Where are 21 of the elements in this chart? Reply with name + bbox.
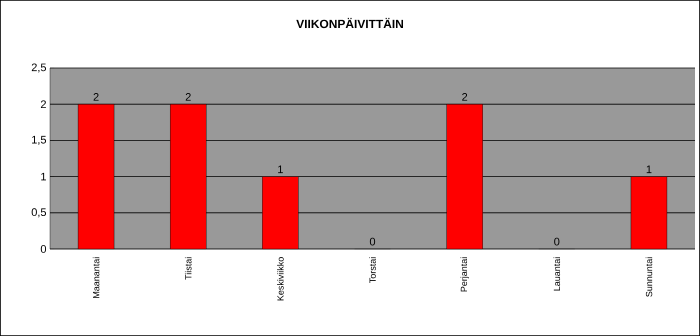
y-tick-label: 2,5 [32, 63, 46, 73]
x-tick-label: Maanantai [92, 257, 100, 298]
y-tick-label: 1,5 [32, 136, 46, 145]
data-label: 0 [554, 238, 560, 246]
data-label: 1 [646, 166, 652, 174]
x-tick-label: Torstai [369, 257, 376, 283]
data-label: 0 [370, 238, 376, 246]
y-tick-label: 2 [40, 100, 46, 108]
data-label: 2 [462, 93, 468, 101]
data-label: 2 [186, 93, 191, 101]
x-tick-label: Sunnuntai [646, 257, 652, 297]
x-tick-label: Keskiviikko [277, 257, 284, 300]
y-tick-label: 0 [40, 245, 46, 253]
x-tick-label: Tiistai [184, 257, 192, 280]
data-label: 2 [94, 93, 99, 101]
y-tick-label: 1 [41, 172, 46, 180]
y-tick-label: 0,5 [32, 208, 46, 218]
x-tick-label: Perjantai [460, 257, 469, 292]
data-label: 1 [278, 166, 283, 174]
chart-title: VIIKONPÄIVITTÄIN [296, 18, 404, 28]
x-tick-label: Lauantai [554, 257, 560, 290]
